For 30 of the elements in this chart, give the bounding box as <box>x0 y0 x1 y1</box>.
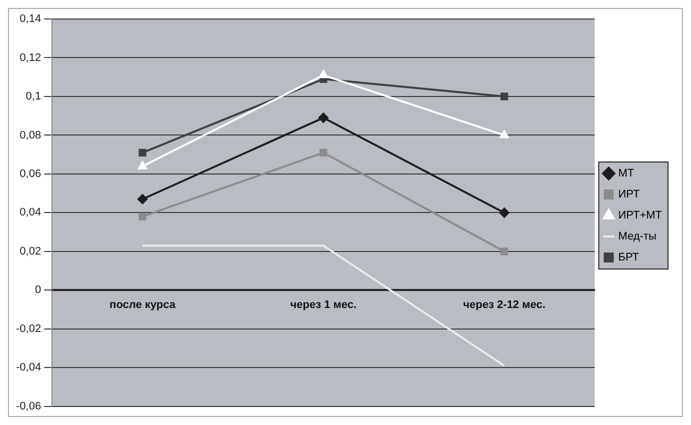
x-tick-label: через 2-12 мес. <box>463 298 546 311</box>
y-tick-label: 0,12 <box>20 52 42 64</box>
y-tick-label: 0,02 <box>20 245 42 258</box>
y-tick-label: -0,04 <box>16 362 42 374</box>
point <box>138 212 146 220</box>
y-tick-label: 0,04 <box>20 206 42 219</box>
legend-label: БРТ <box>618 252 640 264</box>
y-tick-label: 0,06 <box>20 168 42 180</box>
x-tick-label: после курса <box>110 298 176 311</box>
x-tick-label: через 1 мес. <box>290 298 357 311</box>
y-tick-label: -0,02 <box>16 322 42 335</box>
y-tick-label: 0,1 <box>26 90 42 103</box>
legend-label: ИРТ <box>618 188 640 201</box>
legend-label: ИРТ+МТ <box>618 210 662 222</box>
y-tick-label: 0,08 <box>20 129 42 142</box>
y-tick-label: 0 <box>34 284 42 296</box>
y-tick-label: -0,06 <box>16 400 42 412</box>
point <box>318 112 328 123</box>
point <box>500 92 508 100</box>
point <box>138 148 146 156</box>
point <box>500 130 509 138</box>
point <box>320 148 328 156</box>
legend-label: Мед-ты <box>618 230 657 243</box>
point <box>138 161 147 170</box>
point <box>500 248 508 256</box>
y-tick-label: 0,14 <box>20 13 42 26</box>
legend-label: МТ <box>618 168 634 180</box>
point <box>499 208 510 218</box>
point <box>318 70 328 78</box>
point <box>138 194 148 204</box>
